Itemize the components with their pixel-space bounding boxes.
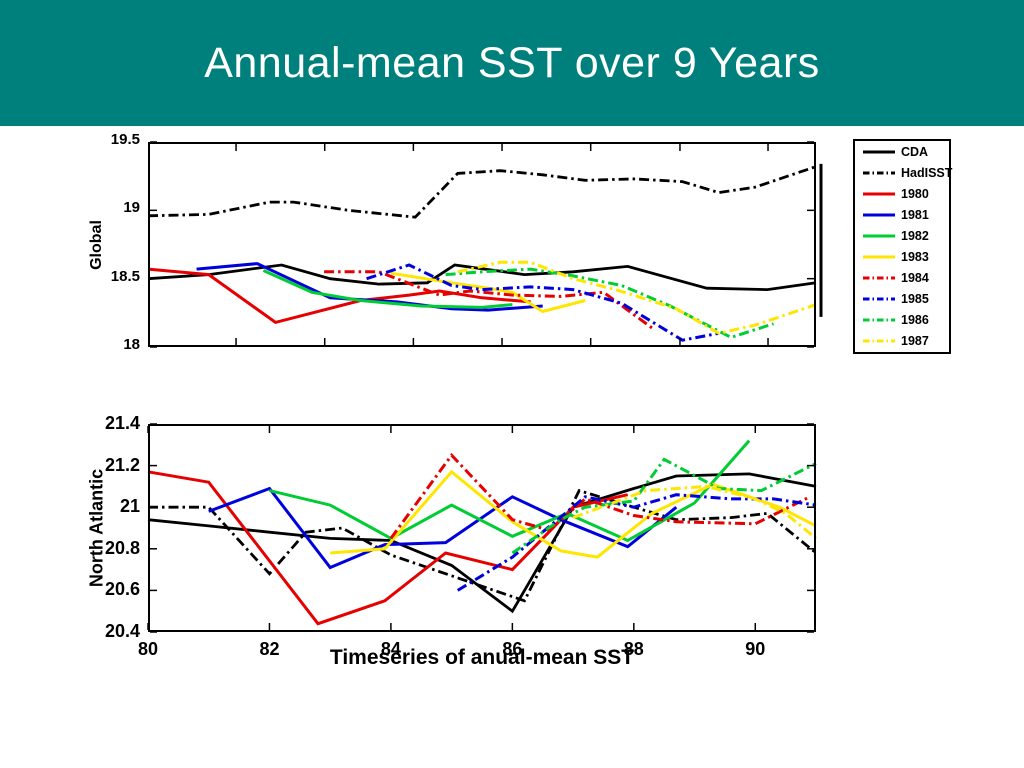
series-line-1985 xyxy=(366,263,720,342)
series-line-1984 xyxy=(389,452,811,540)
x-tick-label: 90 xyxy=(745,639,766,659)
legend-line-sample xyxy=(863,318,895,322)
series-line-1985 xyxy=(456,493,817,592)
plot-canvas xyxy=(147,423,817,633)
series-line-CDA xyxy=(147,263,817,292)
series-line-1982 xyxy=(269,439,751,543)
legend-label: 1982 xyxy=(901,229,929,244)
legend-line-sample xyxy=(863,192,895,196)
slide-header: Annual-mean SST over 9 Years xyxy=(0,0,1024,126)
y-tick-label: 20.6 xyxy=(104,579,140,600)
legend-entry: HadISST xyxy=(862,164,953,183)
plot-border xyxy=(148,424,816,632)
legend-line-sample xyxy=(863,213,895,217)
series-line-1986 xyxy=(511,457,817,555)
y-tick-label: 21 xyxy=(119,496,140,517)
legend-line-sample xyxy=(863,150,895,154)
x-tick-label: 86 xyxy=(502,639,523,659)
chart-legend: CDA HadISST 1980 1981 1982 1983 1984 1985 1986 19… xyxy=(853,139,953,354)
x-tick-label: 88 xyxy=(623,639,644,659)
legend-label: 1985 xyxy=(901,291,929,306)
global-sst-chart: 18 18.5 19 19.5 xyxy=(111,131,823,353)
series-line-1982 xyxy=(262,269,513,309)
x-tick-label: 82 xyxy=(259,639,280,659)
y-tick-label: 20.4 xyxy=(104,621,140,641)
y-tick-label: 21.2 xyxy=(104,454,140,475)
series-line-1981 xyxy=(196,262,543,312)
legend-label: 1983 xyxy=(901,249,929,264)
legend-line-sample xyxy=(863,171,895,175)
legend-line-sample xyxy=(863,234,895,238)
legend-entry: 1987 xyxy=(862,331,949,350)
legend-line-sample xyxy=(863,276,895,280)
global-axis-label: Global xyxy=(88,220,105,270)
legend-label: 1980 xyxy=(901,187,929,202)
legend-entry: 1985 xyxy=(862,289,949,308)
series-line-HadISST xyxy=(148,488,817,603)
x-tick-label: 84 xyxy=(380,639,401,659)
legend-line-sample xyxy=(863,255,895,259)
legend-entry: 1986 xyxy=(862,310,949,329)
x-tick-label: 80 xyxy=(137,639,159,659)
slide-title: Annual-mean SST over 9 Years xyxy=(204,38,820,87)
legend-line-sample xyxy=(863,297,895,301)
legend-entry: 1983 xyxy=(862,247,949,266)
legend-entry: 1984 xyxy=(862,268,949,287)
series-line-1984 xyxy=(324,270,653,330)
y-tick-label: 18.5 xyxy=(110,267,140,285)
legend-entry: 1980 xyxy=(862,185,949,204)
north-atlantic-sst-chart: 80 82 84 86 88 90 20.4 20.6 20.8 21 21.2 21.4 xyxy=(105,413,817,659)
y-tick-label: 19.5 xyxy=(110,131,140,148)
legend-label: 1981 xyxy=(901,208,929,223)
north-atlantic-axis-label: North Atlantic xyxy=(86,468,107,588)
plot-border xyxy=(148,142,816,347)
x-axis-title: Timeseries of anual-mean SST xyxy=(329,646,635,669)
legend-label: 1984 xyxy=(901,270,929,285)
y-tick-label: 20.8 xyxy=(104,537,140,558)
legend-label: CDA xyxy=(901,145,929,160)
series-line-1981 xyxy=(208,486,678,570)
legend-line-sample xyxy=(863,339,895,343)
series-line-HadISST xyxy=(147,165,817,219)
legend-entry: 1981 xyxy=(862,206,949,225)
legend-label: 1986 xyxy=(901,312,929,327)
series-line-CDA xyxy=(147,472,817,614)
series-line-1986 xyxy=(445,267,774,340)
y-tick-label: 19 xyxy=(123,199,140,217)
y-tick-label: 21.4 xyxy=(104,413,140,433)
legend-label: 1987 xyxy=(901,333,929,348)
series-line-1987 xyxy=(457,260,817,335)
series-line-1983 xyxy=(390,271,586,314)
legend-entry: CDA xyxy=(862,143,949,162)
legend-label: HadISST xyxy=(901,166,953,181)
legend-entry: 1982 xyxy=(862,227,949,246)
series-line-1980 xyxy=(147,267,531,325)
series-line-1987 xyxy=(572,484,817,540)
plot-canvas xyxy=(147,141,823,348)
y-tick-label: 18 xyxy=(123,336,140,353)
